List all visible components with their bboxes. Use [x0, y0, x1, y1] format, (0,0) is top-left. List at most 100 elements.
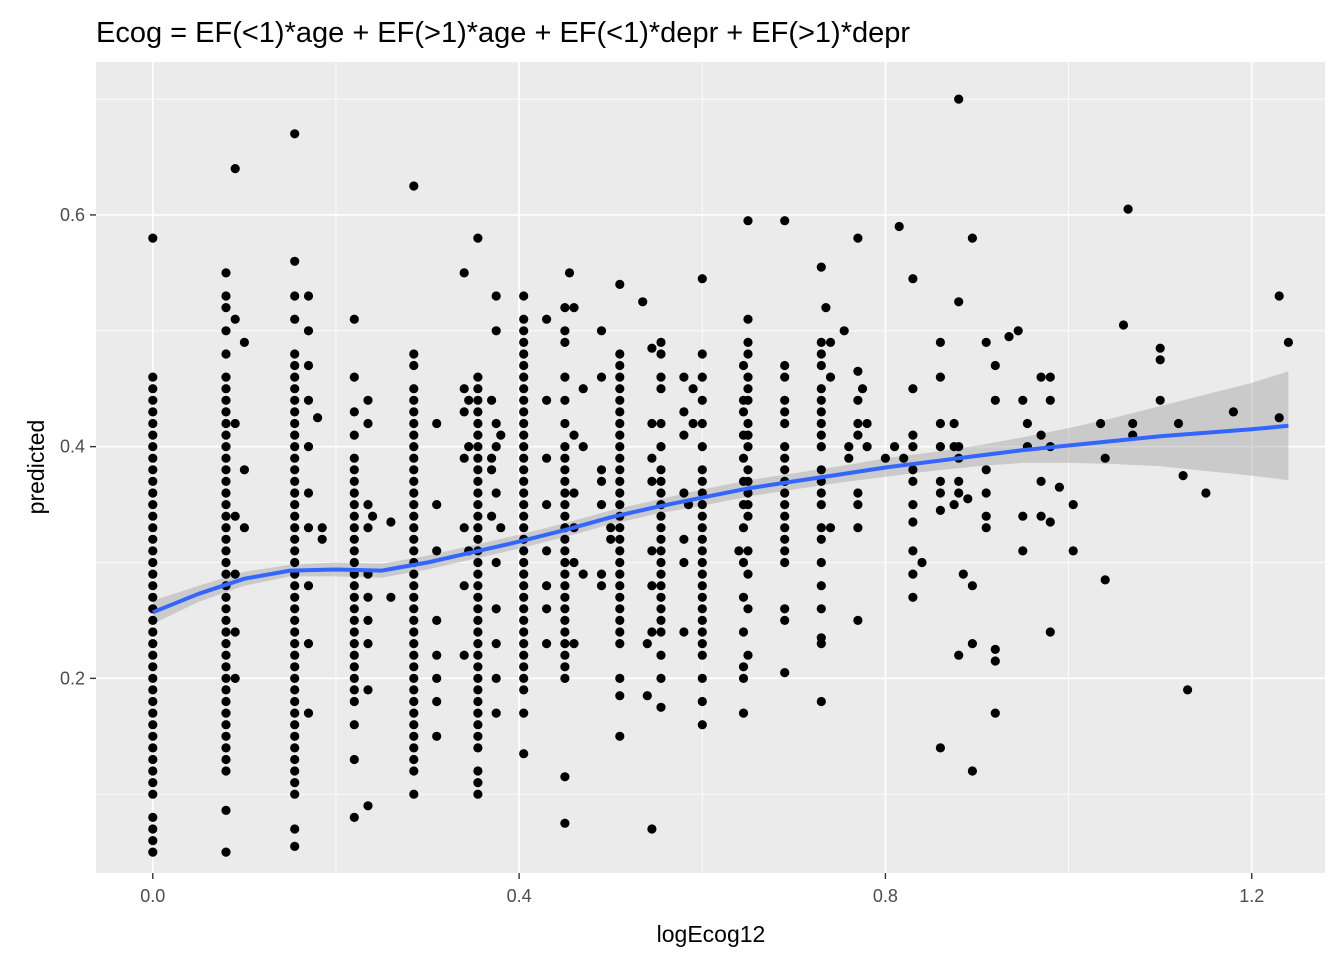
data-point [1036, 372, 1046, 382]
data-point [1018, 546, 1028, 556]
data-point [519, 488, 529, 498]
data-point [656, 546, 666, 556]
data-point [780, 372, 790, 382]
data-point [615, 691, 625, 701]
data-point [743, 337, 753, 347]
data-point [221, 754, 231, 765]
data-point [949, 500, 959, 510]
data-point [349, 662, 359, 672]
data-point [491, 708, 501, 718]
data-point [935, 743, 946, 753]
data-point [780, 442, 790, 452]
data-point [821, 303, 831, 313]
data-point [473, 627, 483, 637]
data-point [363, 685, 373, 695]
data-point [954, 94, 964, 104]
data-point [473, 639, 483, 649]
data-point [239, 465, 249, 475]
data-point [816, 262, 826, 272]
data-point [473, 581, 483, 591]
data-point [743, 395, 753, 405]
data-point [615, 488, 625, 498]
data-point [816, 442, 826, 452]
data-point [560, 627, 570, 637]
data-point [459, 581, 469, 591]
data-point [221, 349, 231, 359]
data-point [148, 627, 158, 637]
data-point [697, 720, 707, 730]
data-point [908, 569, 918, 579]
data-point [409, 696, 419, 707]
data-point [221, 627, 231, 637]
data-point [409, 604, 419, 614]
data-point [656, 592, 666, 602]
data-point [473, 465, 483, 475]
data-point [317, 534, 327, 544]
data-point [459, 453, 469, 463]
data-point [816, 349, 826, 359]
data-point [363, 592, 373, 602]
data-point [148, 395, 158, 405]
data-point [615, 360, 625, 371]
data-point [560, 639, 570, 649]
data-point [239, 523, 249, 533]
data-point [349, 812, 359, 823]
data-point [1045, 517, 1055, 527]
data-point [519, 360, 529, 371]
data-point [949, 418, 959, 429]
data-point [349, 430, 359, 440]
data-point [148, 731, 158, 741]
data-point [409, 685, 419, 695]
data-point [409, 360, 419, 371]
data-point [935, 418, 946, 429]
data-point [221, 720, 231, 730]
data-point [738, 453, 749, 463]
data-point [780, 511, 790, 521]
data-point [349, 476, 359, 486]
data-point [615, 453, 625, 463]
data-point [519, 372, 529, 382]
data-point [290, 766, 300, 776]
data-point [148, 546, 158, 556]
data-point [697, 639, 707, 649]
data-point [148, 442, 158, 452]
data-point [853, 395, 863, 405]
data-point [780, 418, 790, 429]
data-point [908, 476, 918, 486]
x-tick-label: 1.2 [1239, 886, 1264, 906]
data-point [963, 494, 973, 504]
data-point [738, 673, 749, 684]
data-point [519, 673, 529, 684]
data-point [221, 731, 231, 741]
data-point [679, 534, 689, 544]
data-point [409, 181, 419, 191]
data-point [656, 615, 666, 626]
data-point [519, 662, 529, 672]
x-axis-ticks: 0.0 0.4 0.8 1.2 [140, 873, 1264, 906]
data-point [596, 569, 607, 579]
data-point [459, 268, 469, 278]
data-point [487, 511, 497, 521]
data-point [569, 430, 579, 440]
data-point [853, 418, 863, 429]
data-point [290, 384, 300, 394]
data-point [743, 349, 753, 359]
data-point [615, 546, 625, 556]
data-point [303, 395, 314, 405]
data-point [409, 453, 419, 463]
minor-gridlines [96, 62, 1325, 873]
data-point [738, 708, 749, 718]
data-point [432, 731, 442, 741]
data-point [560, 615, 570, 626]
data-point [473, 384, 483, 394]
data-point [560, 395, 570, 405]
data-point [473, 766, 483, 776]
data-point [954, 650, 964, 660]
data-point [148, 581, 158, 591]
data-point [432, 615, 442, 626]
data-point [473, 650, 483, 660]
data-point [148, 384, 158, 394]
data-point [473, 430, 483, 440]
data-point [363, 801, 373, 811]
